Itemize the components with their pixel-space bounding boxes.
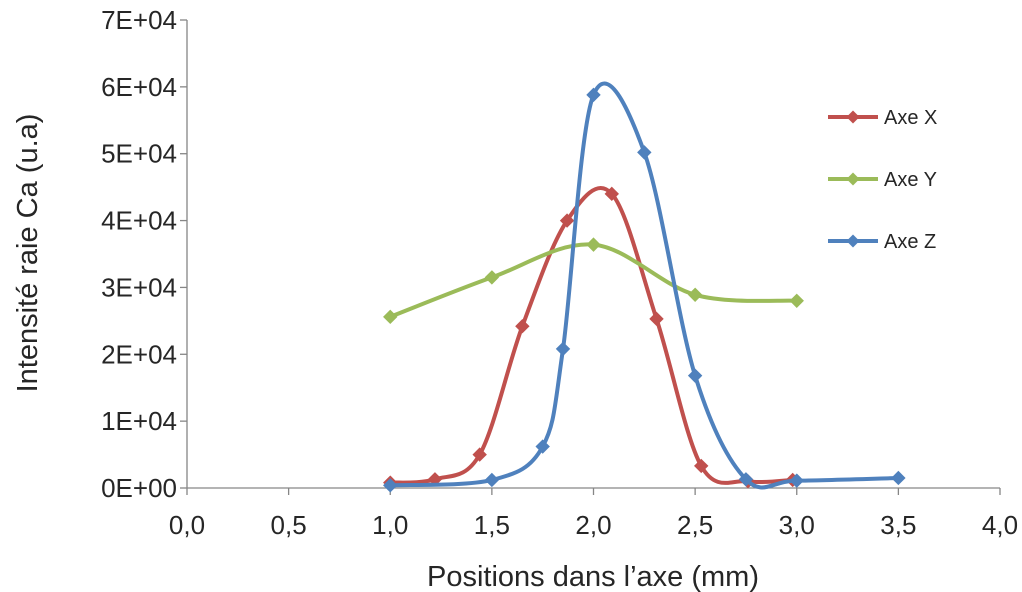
y-tick-label: 6E+04	[101, 72, 177, 102]
y-axis: 0E+00 1E+04 2E+04 3E+04 4E+04 5E+04 6E+04 7E+04	[101, 5, 188, 503]
x-tick-label: 0,0	[169, 510, 205, 540]
data-point-axe-z	[789, 473, 804, 488]
x-tick-label: 2,5	[677, 510, 713, 540]
y-tick-label: 7E+04	[101, 5, 177, 35]
data-point-axe-y	[586, 237, 601, 252]
data-point-axe-z	[383, 478, 398, 493]
legend-label: Axe X	[884, 107, 937, 129]
data-point-axe-z	[891, 470, 906, 486]
series-axe-z	[383, 81, 906, 493]
data-point-axe-x	[472, 447, 487, 462]
legend-label: Axe Y	[884, 169, 937, 191]
legend-label: Axe Z	[884, 231, 936, 253]
plot-area	[383, 81, 906, 493]
legend-item-axe-x: Axe X	[828, 107, 937, 129]
series-axe-x	[383, 186, 800, 490]
x-axis-title: Positions dans l’axe (mm)	[427, 561, 759, 592]
legend-item-axe-z: Axe Z	[828, 231, 936, 253]
x-tick-label: 2,0	[575, 510, 611, 540]
x-tick-label: 1,5	[474, 510, 510, 540]
y-axis-title: Intensité raie Ca (u.a)	[12, 114, 44, 393]
legend-item-axe-y: Axe Y	[828, 169, 937, 191]
x-tick-label: 3,5	[880, 510, 916, 540]
data-point-axe-x	[604, 186, 619, 202]
data-point-axe-z	[738, 472, 754, 487]
data-point-axe-x	[559, 213, 575, 228]
legend-marker	[846, 110, 860, 124]
y-tick-label: 5E+04	[101, 139, 177, 169]
x-tick-label: 3,0	[779, 510, 815, 540]
data-point-axe-x	[694, 458, 709, 474]
y-tick-label: 0E+00	[101, 473, 177, 503]
series-line-axe-y	[388, 242, 799, 319]
y-tick-label: 1E+04	[101, 406, 177, 436]
data-point-axe-z	[535, 439, 550, 454]
legend: Axe X Axe Y Axe Z	[828, 107, 937, 253]
data-point-axe-x	[515, 318, 530, 334]
x-axis: 0,0 0,5 1,0 1,5 2,0 2,5 3,0 3,5 4,0	[169, 487, 1018, 540]
data-point-axe-y	[484, 270, 500, 285]
series-line-axe-z	[388, 81, 901, 490]
data-point-axe-x	[649, 311, 664, 327]
data-point-axe-z	[586, 87, 601, 103]
legend-marker	[846, 172, 860, 186]
series-line-axe-x	[388, 186, 795, 485]
y-tick-label: 4E+04	[101, 206, 177, 236]
series-axe-y	[383, 237, 804, 325]
data-point-axe-z	[555, 341, 571, 357]
x-tick-label: 4,0	[982, 510, 1018, 540]
data-point-axe-y	[789, 293, 804, 309]
legend-marker	[846, 234, 860, 248]
x-tick-label: 0,5	[271, 510, 307, 540]
y-tick-label: 2E+04	[101, 339, 177, 369]
data-point-axe-z	[637, 145, 652, 160]
data-point-axe-z	[687, 368, 703, 383]
y-tick-label: 3E+04	[101, 272, 177, 302]
data-point-axe-y	[687, 287, 703, 302]
data-point-axe-z	[484, 472, 500, 488]
x-tick-label: 1,0	[372, 510, 408, 540]
data-point-axe-y	[383, 309, 398, 325]
